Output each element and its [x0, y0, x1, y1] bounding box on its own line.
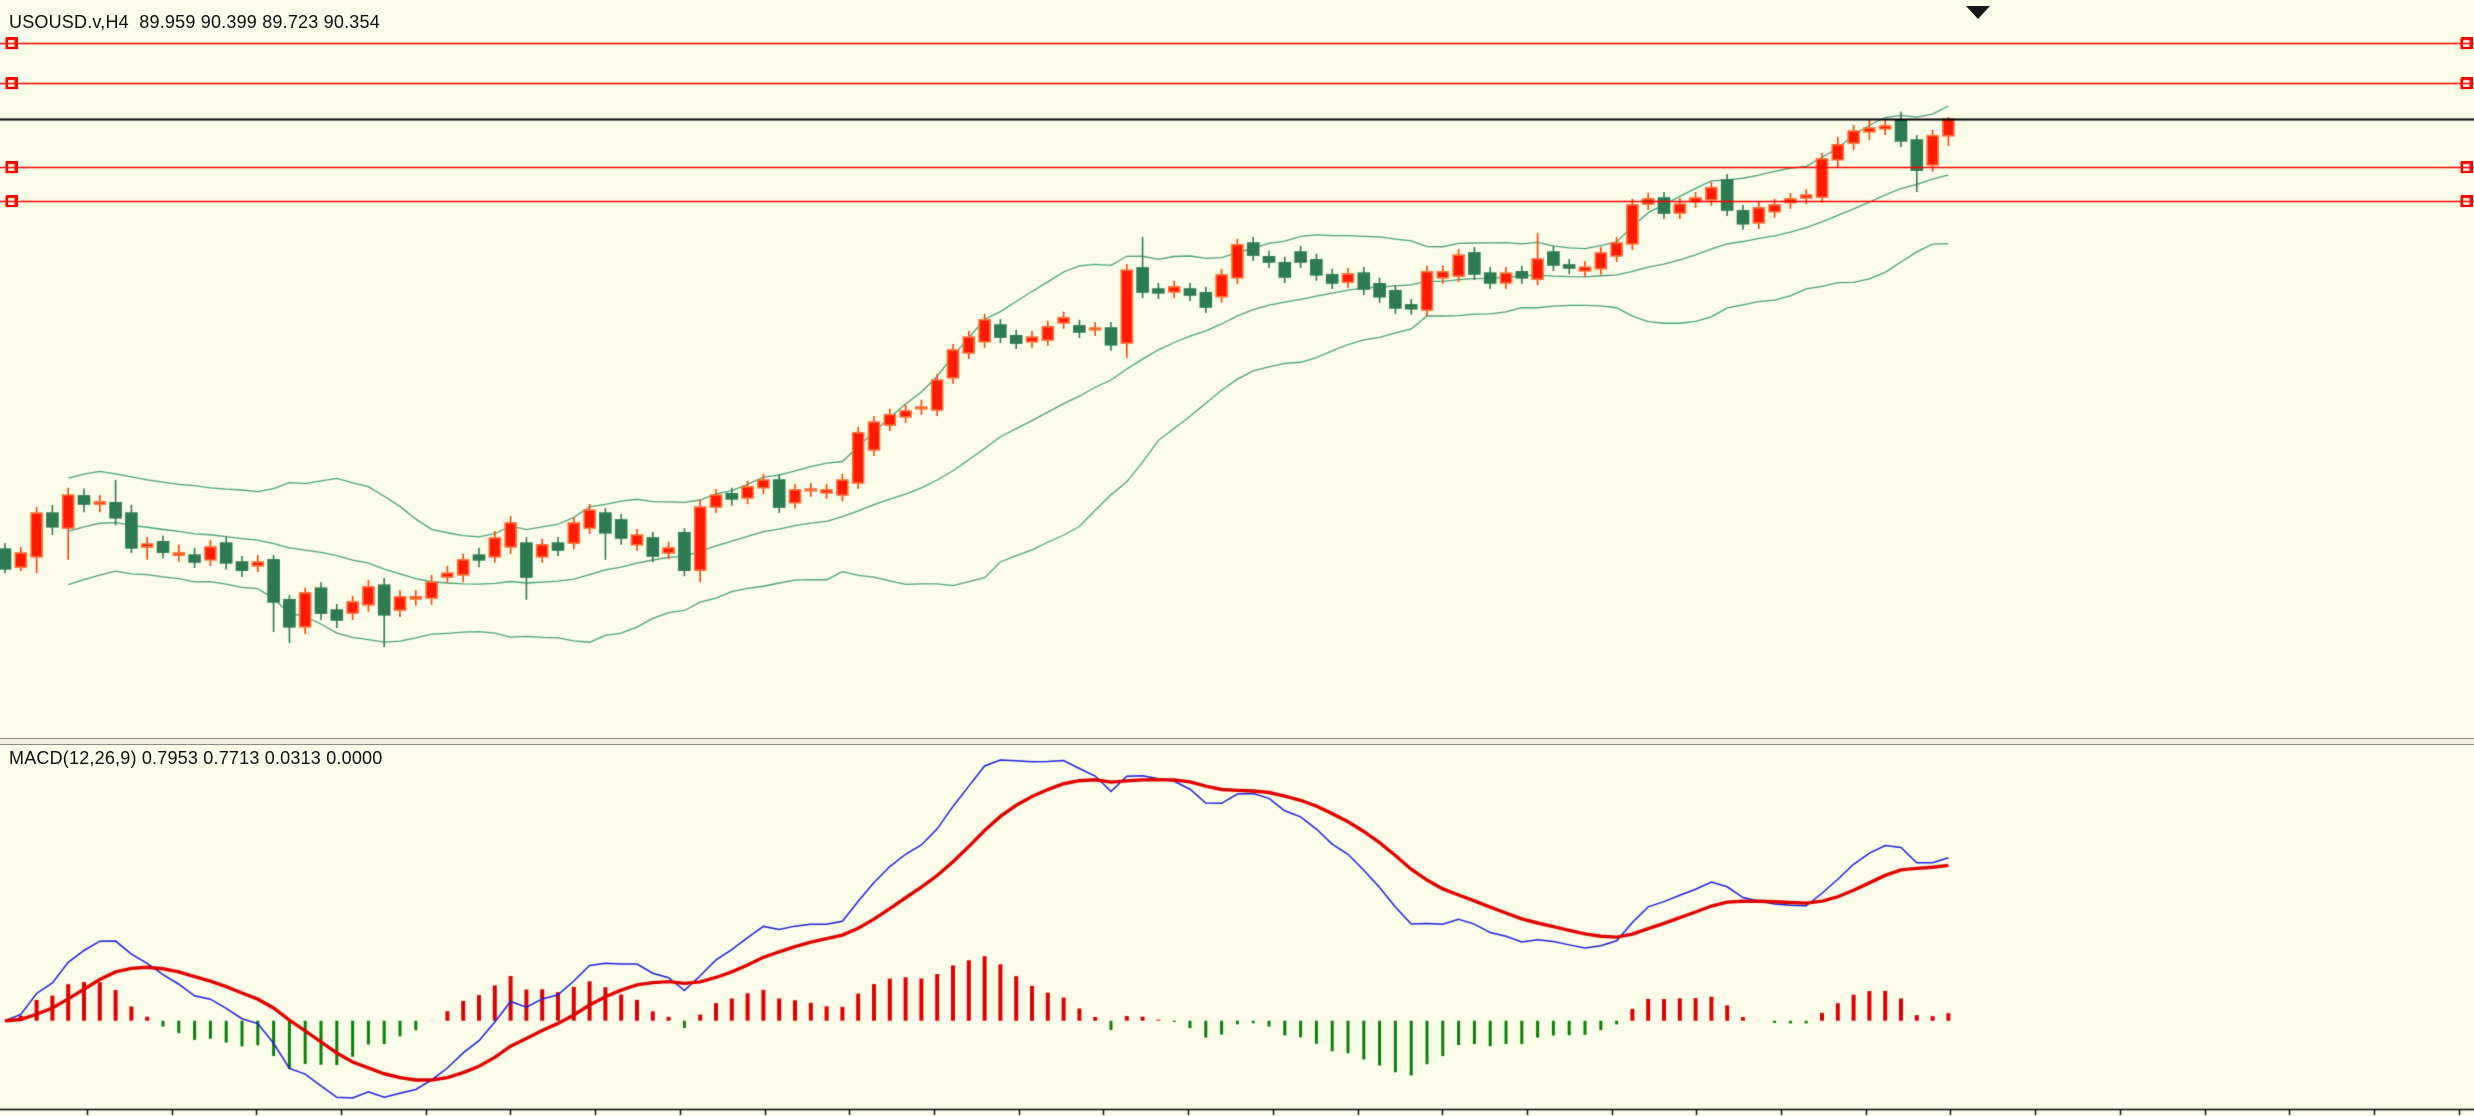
hline-drag-handle[interactable] — [6, 195, 18, 207]
pane-separator[interactable] — [0, 738, 2474, 745]
hline-drag-handle[interactable] — [2461, 37, 2473, 49]
hline-drag-handle[interactable] — [6, 77, 18, 89]
hline-drag-handle[interactable] — [2461, 77, 2473, 89]
down-arrow-icon[interactable] — [1966, 6, 1990, 19]
hline-drag-handle[interactable] — [2461, 195, 2473, 207]
hline-drag-handle[interactable] — [2461, 161, 2473, 173]
hline-drag-handle[interactable] — [6, 37, 18, 49]
macd-indicator-label: MACD(12,26,9) 0.7953 0.7713 0.0313 0.000… — [9, 748, 383, 768]
symbol-ohlc-label: USOUSD.v,H4 89.959 90.399 89.723 90.354 — [9, 12, 380, 32]
hline-drag-handle[interactable] — [6, 161, 18, 173]
